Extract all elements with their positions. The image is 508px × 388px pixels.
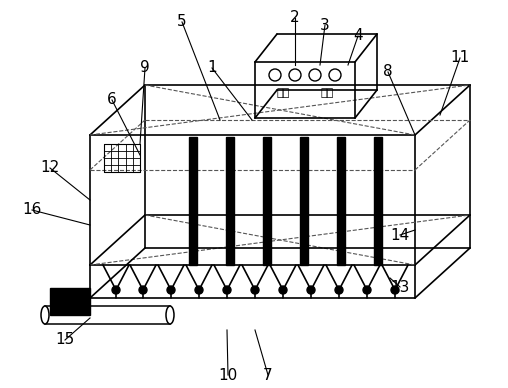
Text: 10: 10	[218, 367, 238, 383]
Bar	[263, 137, 271, 265]
Text: 13: 13	[390, 279, 409, 294]
Circle shape	[269, 69, 281, 81]
Bar	[50, 288, 90, 315]
Circle shape	[329, 69, 341, 81]
Text: 9: 9	[140, 61, 150, 76]
Circle shape	[167, 286, 175, 294]
Bar	[337, 137, 345, 265]
Circle shape	[112, 286, 120, 294]
Circle shape	[309, 69, 321, 81]
Text: 16: 16	[22, 203, 42, 218]
Text: 4: 4	[353, 28, 363, 43]
Text: 3: 3	[320, 17, 330, 33]
Ellipse shape	[166, 306, 174, 324]
Text: 启动: 启动	[321, 88, 334, 98]
Circle shape	[223, 286, 231, 294]
Circle shape	[363, 286, 371, 294]
Text: 14: 14	[390, 227, 409, 242]
Text: 关闭: 关闭	[276, 88, 290, 98]
Bar	[226, 137, 234, 265]
Text: 5: 5	[177, 14, 187, 29]
Circle shape	[139, 286, 147, 294]
Circle shape	[195, 286, 203, 294]
Bar	[189, 137, 197, 265]
Circle shape	[279, 286, 287, 294]
Bar	[45, 306, 170, 324]
Text: 6: 6	[107, 92, 117, 107]
Bar	[374, 137, 382, 265]
Text: 11: 11	[451, 50, 469, 66]
Text: 1: 1	[207, 61, 217, 76]
Text: 7: 7	[263, 367, 273, 383]
Text: 15: 15	[55, 333, 75, 348]
Ellipse shape	[41, 306, 49, 324]
Circle shape	[391, 286, 399, 294]
Bar	[300, 137, 308, 265]
Circle shape	[289, 69, 301, 81]
Circle shape	[251, 286, 259, 294]
Text: 8: 8	[383, 64, 393, 80]
Text: 2: 2	[290, 10, 300, 26]
Circle shape	[335, 286, 343, 294]
Circle shape	[307, 286, 315, 294]
Text: 12: 12	[40, 161, 59, 175]
